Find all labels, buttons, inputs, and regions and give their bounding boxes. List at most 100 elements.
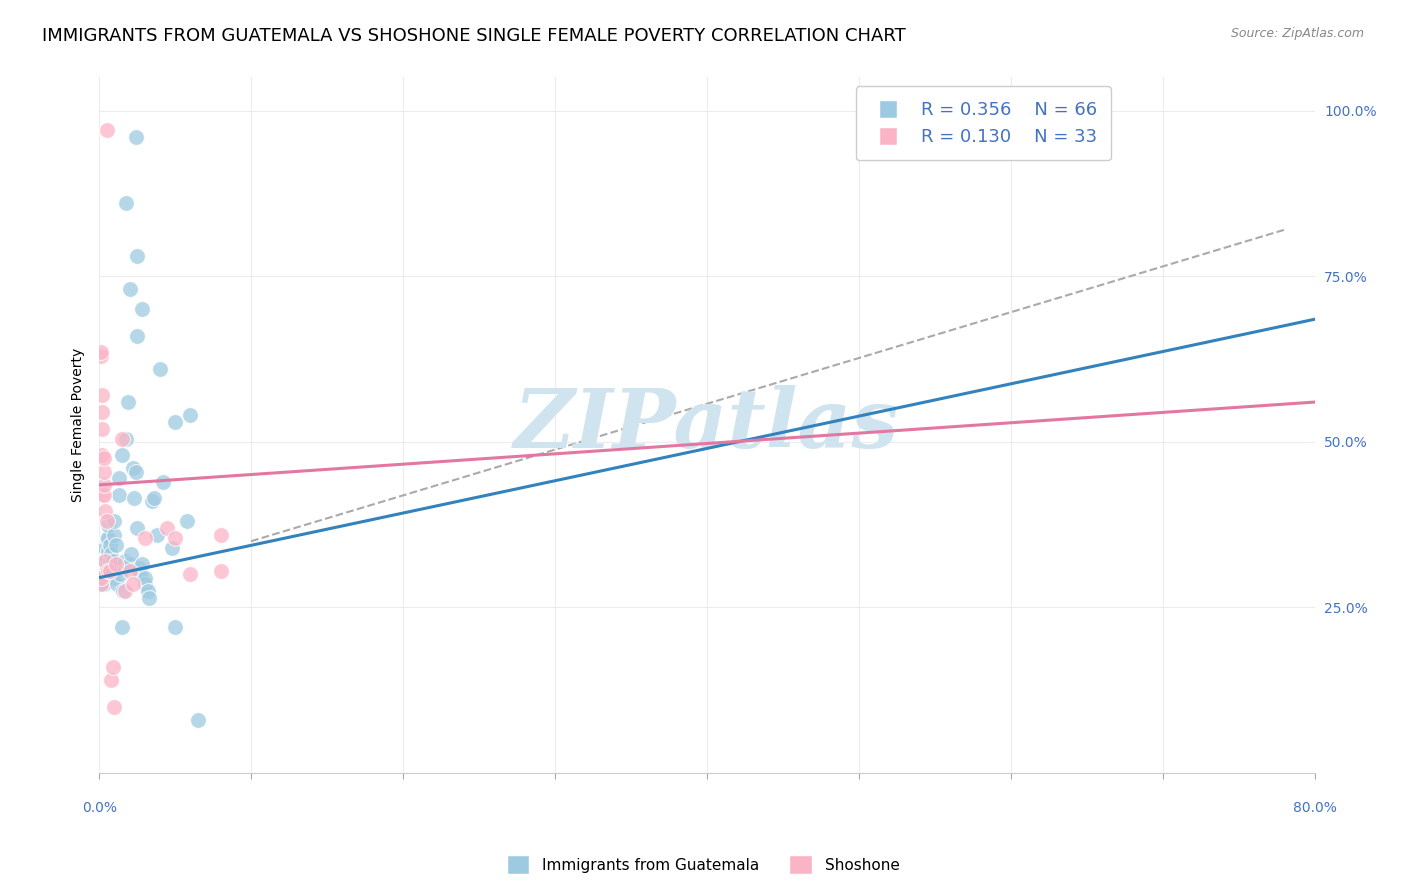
Point	[124, 130, 146, 145]
Point	[93, 567, 115, 582]
Point	[131, 558, 153, 572]
Point	[94, 558, 117, 572]
Point	[160, 541, 183, 555]
Point	[103, 527, 125, 541]
Point	[96, 123, 118, 137]
Point	[149, 362, 172, 376]
Point	[93, 577, 115, 591]
Point	[91, 388, 114, 402]
Point	[114, 583, 136, 598]
Y-axis label: Single Female Poverty: Single Female Poverty	[72, 348, 86, 502]
Point	[103, 699, 125, 714]
Text: 80.0%: 80.0%	[1292, 801, 1337, 815]
Point	[98, 564, 121, 578]
Text: Source: ZipAtlas.com: Source: ZipAtlas.com	[1230, 27, 1364, 40]
Point	[90, 577, 112, 591]
Point	[101, 554, 124, 568]
Point	[91, 560, 114, 574]
Point	[110, 567, 132, 582]
Point	[120, 548, 142, 562]
Point	[115, 196, 138, 211]
Point	[97, 564, 120, 578]
Point	[176, 514, 198, 528]
Point	[96, 514, 118, 528]
Point	[94, 541, 117, 555]
Point	[134, 531, 156, 545]
Point	[96, 550, 118, 565]
Point	[90, 577, 112, 591]
Point	[115, 432, 138, 446]
Point	[111, 448, 134, 462]
Point	[98, 554, 121, 568]
Point	[122, 491, 145, 505]
Point	[131, 302, 153, 317]
Point	[90, 345, 112, 359]
Point	[96, 531, 118, 545]
Point	[152, 475, 174, 489]
Point	[179, 409, 201, 423]
Point	[97, 531, 120, 545]
Point	[127, 328, 149, 343]
Point	[91, 405, 114, 419]
Point	[94, 554, 117, 568]
Legend: Immigrants from Guatemala, Shoshone: Immigrants from Guatemala, Shoshone	[501, 849, 905, 880]
Point	[104, 537, 127, 551]
Point	[91, 421, 114, 435]
Point	[93, 465, 115, 479]
Point	[127, 249, 149, 263]
Point	[101, 564, 124, 578]
Point	[134, 571, 156, 585]
Point	[209, 564, 232, 578]
Point	[121, 461, 143, 475]
Point	[97, 517, 120, 532]
Point	[101, 660, 124, 674]
Point	[94, 567, 117, 582]
Point	[90, 571, 112, 585]
Point	[118, 564, 141, 578]
Point	[209, 527, 232, 541]
Point	[165, 531, 187, 545]
Point	[111, 432, 134, 446]
Point	[127, 521, 149, 535]
Point	[124, 465, 146, 479]
Point	[165, 415, 187, 429]
Point	[100, 673, 122, 688]
Point	[179, 567, 201, 582]
Point	[98, 537, 121, 551]
Point	[103, 571, 125, 585]
Point	[141, 494, 163, 508]
Point	[94, 504, 117, 518]
Point	[138, 591, 160, 605]
Point	[128, 560, 150, 574]
Point	[118, 558, 141, 572]
Point	[93, 488, 115, 502]
Point	[156, 521, 179, 535]
Point	[165, 620, 187, 634]
Point	[93, 478, 115, 492]
Point	[91, 448, 114, 462]
Point	[108, 471, 131, 485]
Text: ZIPatlas: ZIPatlas	[515, 385, 900, 466]
Point	[97, 544, 120, 558]
Point	[146, 527, 169, 541]
Point	[187, 713, 209, 727]
Point	[121, 577, 143, 591]
Point	[100, 560, 122, 574]
Point	[100, 548, 122, 562]
Point	[118, 282, 141, 296]
Point	[142, 491, 165, 505]
Point	[93, 554, 115, 568]
Text: 0.0%: 0.0%	[82, 801, 117, 815]
Point	[111, 620, 134, 634]
Point	[117, 395, 139, 409]
Point	[134, 577, 156, 591]
Point	[129, 567, 152, 582]
Legend: R = 0.356    N = 66, R = 0.130    N = 33: R = 0.356 N = 66, R = 0.130 N = 33	[855, 87, 1111, 161]
Point	[105, 577, 128, 591]
Point	[98, 567, 121, 582]
Point	[112, 583, 135, 598]
Point	[93, 451, 115, 466]
Point	[136, 583, 159, 598]
Point	[91, 488, 114, 502]
Text: IMMIGRANTS FROM GUATEMALA VS SHOSHONE SINGLE FEMALE POVERTY CORRELATION CHART: IMMIGRANTS FROM GUATEMALA VS SHOSHONE SI…	[42, 27, 905, 45]
